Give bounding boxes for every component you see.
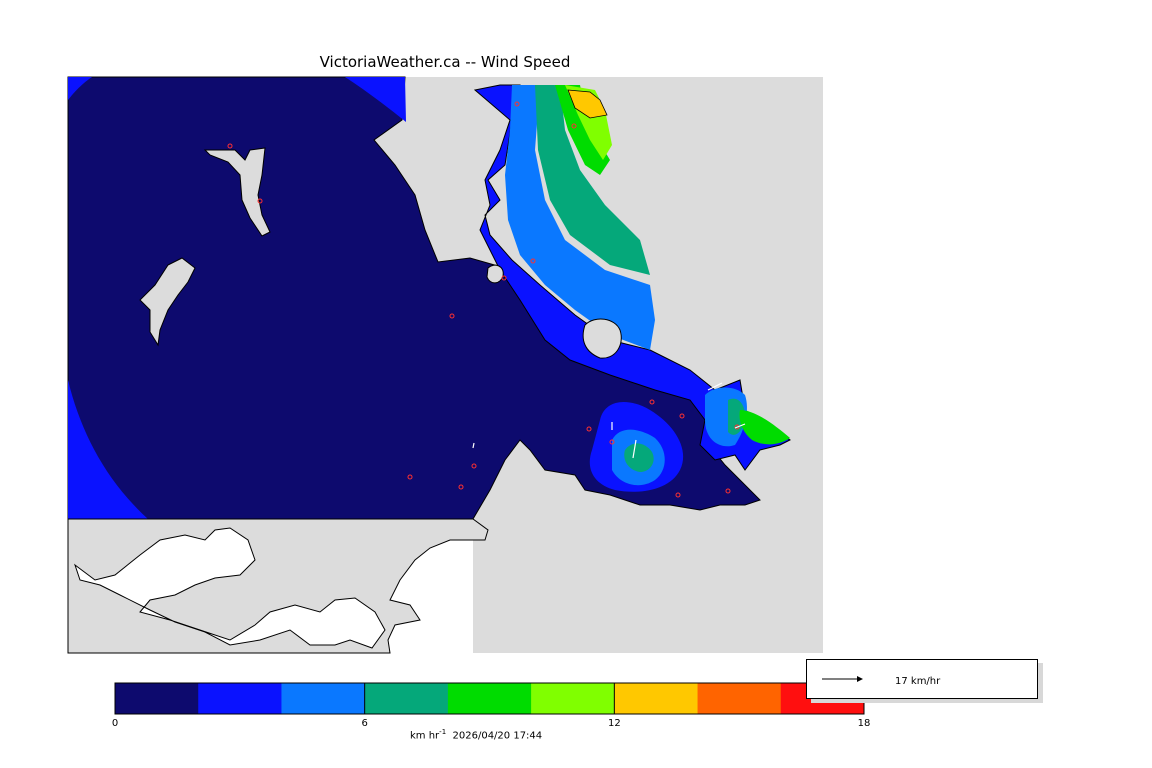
station-marker — [257, 198, 263, 204]
wind-vector — [707, 382, 723, 391]
wind-contour-west-edge — [68, 380, 148, 519]
reference-arrow-icon — [822, 676, 863, 682]
colorbar-swatch — [614, 683, 699, 714]
units-exponent: -1 — [439, 728, 447, 736]
station-marker — [675, 492, 681, 498]
colorbar-swatch — [198, 683, 282, 714]
wind-contour-channel-teal — [535, 85, 650, 275]
lake-west-1 — [203, 147, 271, 237]
colorbar-swatch — [447, 683, 532, 714]
station-marker — [449, 313, 455, 319]
wind-contour-channel-yellow — [567, 89, 608, 119]
station-marker — [501, 275, 507, 281]
station-marker — [458, 484, 464, 490]
station-marker — [530, 258, 536, 264]
land-south-white-area — [74, 527, 386, 649]
wind-vector — [734, 423, 746, 429]
wind-contour-east-green — [739, 410, 790, 445]
station-marker — [471, 463, 477, 469]
wind-contour-channel-light — [505, 85, 655, 350]
wind-vector — [632, 439, 637, 459]
units-and-timestamp: km hr-1 2026/04/20 17:44 — [410, 728, 542, 741]
map-title: VictoriaWeather.ca -- Wind Speed — [319, 53, 571, 71]
land-saanich-peninsula — [582, 318, 622, 359]
colorbar-tick-label: 6 — [361, 718, 367, 729]
colorbar-tick-label: 18 — [858, 718, 871, 729]
station-marker — [514, 101, 520, 107]
units-label: km hr — [410, 730, 440, 742]
wind-vector — [472, 442, 475, 449]
colorbar-tick-label: 12 — [608, 718, 621, 729]
wind-vectors — [472, 382, 746, 459]
colorbar-swatch — [531, 683, 615, 714]
lake-west-2 — [139, 257, 196, 347]
wind-contour-harbour-teal — [624, 443, 654, 472]
station-marker — [586, 426, 592, 432]
colorbar-swatch — [115, 683, 199, 714]
colorbar-swatches — [115, 683, 865, 714]
station-marker — [609, 439, 615, 445]
station-marker — [227, 143, 233, 149]
colorbar-swatch — [697, 683, 782, 714]
wind-contour-nw-corner — [68, 77, 92, 100]
wind-contour-ne-corner — [345, 77, 406, 122]
station-marker — [407, 474, 413, 480]
station-marker — [649, 399, 655, 405]
colorbar-swatch — [281, 683, 366, 714]
station-marker — [679, 413, 685, 419]
timestamp: 2026/04/20 17:44 — [452, 730, 543, 742]
station-marker — [571, 123, 577, 129]
wind-contour-channel-green — [555, 85, 610, 175]
reference-vector-legend: 17 km/hr — [806, 659, 1038, 699]
reference-vector-label: 17 km/hr — [895, 676, 941, 687]
colorbar-swatch — [364, 683, 449, 714]
station-marker — [725, 488, 731, 494]
station-markers — [227, 101, 740, 498]
colorbar-tick-label: 0 — [112, 718, 118, 729]
